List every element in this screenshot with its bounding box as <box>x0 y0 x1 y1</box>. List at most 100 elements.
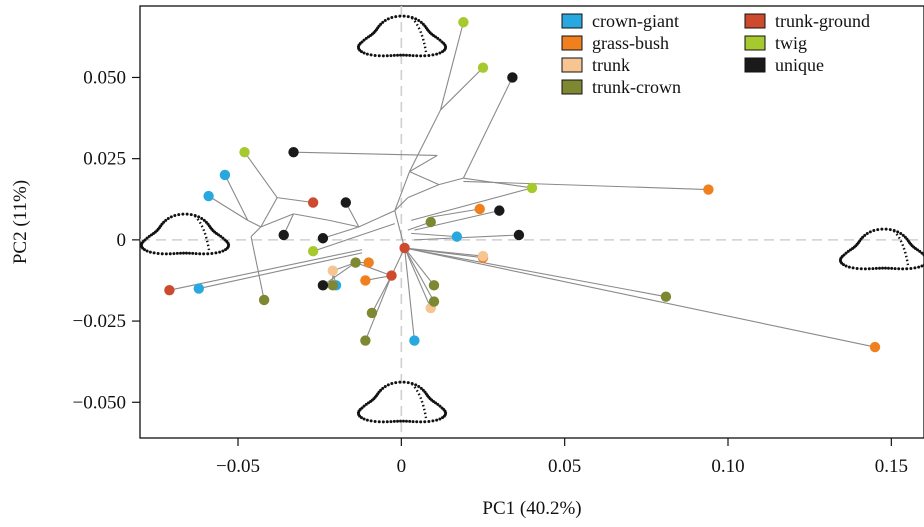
outline-dot <box>190 213 193 216</box>
outline-dot <box>390 382 393 385</box>
outline-dot <box>214 251 217 254</box>
x-axis-label: PC1 (40.2%) <box>482 498 581 519</box>
x-tick-label: −0.05 <box>216 456 260 477</box>
outline-dot <box>408 420 411 423</box>
tree-edge <box>463 181 708 189</box>
outline-dot <box>170 215 173 218</box>
outline-dot <box>869 230 872 233</box>
outline-dot <box>441 50 444 53</box>
outline-dot <box>186 213 189 216</box>
outline-dot <box>197 215 200 218</box>
outline-dot <box>845 265 848 268</box>
tree-edge <box>294 214 330 220</box>
x-tick-label: 0.05 <box>548 456 581 477</box>
outline-dot <box>417 19 420 22</box>
data-point-unique <box>494 205 504 215</box>
legend: crown-giantgrass-bushtrunktrunk-crowntru… <box>562 11 870 97</box>
outline-dot <box>221 250 224 253</box>
outline-dot <box>402 54 405 57</box>
outline-dot <box>374 420 377 423</box>
tree-edge <box>439 178 464 184</box>
tree-edge <box>248 220 261 226</box>
x-tick-label: 0.10 <box>711 456 744 477</box>
outline-dot <box>398 381 401 384</box>
tree-edges <box>169 22 875 347</box>
outline-dot <box>866 232 869 235</box>
outline-dot <box>393 420 396 423</box>
data-point-trunk <box>328 266 338 276</box>
y-axis-label: PC2 (11%) <box>10 180 31 264</box>
outline-dot <box>381 21 384 24</box>
y-tick-label: 0 <box>117 230 127 251</box>
tree-edge <box>365 276 391 341</box>
outline-dot <box>224 248 227 251</box>
tree-edge <box>251 227 261 237</box>
outline-dot <box>412 420 415 423</box>
data-point-unique <box>514 230 524 240</box>
outline-dot <box>427 420 430 423</box>
outline-dot <box>880 228 883 231</box>
tree-edge <box>395 172 410 211</box>
outline-dot <box>387 17 390 20</box>
outline-dot <box>399 54 402 57</box>
y-tick-label: −0.050 <box>73 392 126 413</box>
data-point-trunk-crown <box>661 292 671 302</box>
tree-edge <box>441 68 483 110</box>
outline-dot <box>389 54 392 57</box>
outline-dot <box>917 266 920 269</box>
outline-dot <box>164 219 167 222</box>
outline-dot <box>896 230 899 233</box>
tree-edge <box>411 188 532 220</box>
outline-dot <box>407 381 410 384</box>
outline-dot <box>405 420 408 423</box>
outline-dot <box>374 54 377 57</box>
tree-edge <box>294 152 438 155</box>
outline-dot <box>161 252 164 255</box>
outline-dot <box>920 265 923 268</box>
outline-dot <box>366 53 369 56</box>
outline-dot <box>172 252 175 255</box>
data-point-trunk-crown <box>328 280 338 290</box>
data-point-grass-bush <box>360 275 370 285</box>
outline-dot <box>191 252 194 255</box>
outline-dot <box>407 15 410 18</box>
outline-dot <box>899 232 902 235</box>
outline-dot <box>876 228 879 231</box>
outline-dot <box>382 54 385 57</box>
data-point-unique <box>318 233 328 243</box>
data-point-crown-giant <box>220 170 230 180</box>
data-point-unique <box>507 72 517 82</box>
data-point-trunk-ground <box>164 285 174 295</box>
outline-dot <box>167 217 170 220</box>
tree-edge <box>405 248 875 347</box>
shape-outline-right <box>839 228 924 271</box>
data-point-trunk-crown <box>367 308 377 318</box>
legend-swatch-grass-bush <box>562 36 582 50</box>
outline-dot <box>165 252 168 255</box>
outline-dot <box>427 54 430 57</box>
tree-edge <box>441 22 464 110</box>
data-point-crown-giant <box>203 191 213 201</box>
outline-dot <box>435 419 438 422</box>
legend-swatch-crown-giant <box>562 14 582 28</box>
legend-label-unique: unique <box>775 55 824 75</box>
tree-edge <box>329 220 358 226</box>
data-point-grass-bush <box>363 257 373 267</box>
legend-label-trunk-crown: trunk-crown <box>592 77 681 97</box>
data-point-grass-bush <box>475 204 485 214</box>
data-point-crown-giant <box>452 231 462 241</box>
tree-edge <box>359 211 395 227</box>
outline-dot <box>378 54 381 57</box>
data-point-trunk <box>478 251 488 261</box>
outline-dot <box>153 251 156 254</box>
outline-dot <box>210 252 213 255</box>
data-point-twig <box>527 183 537 193</box>
tree-edge <box>395 211 405 248</box>
outline-dot <box>905 267 908 270</box>
outline-dot <box>202 252 205 255</box>
outline-dot <box>146 250 149 253</box>
data-point-trunk-ground <box>386 270 396 280</box>
tree-edge <box>245 152 278 197</box>
tree-edge <box>410 172 439 185</box>
